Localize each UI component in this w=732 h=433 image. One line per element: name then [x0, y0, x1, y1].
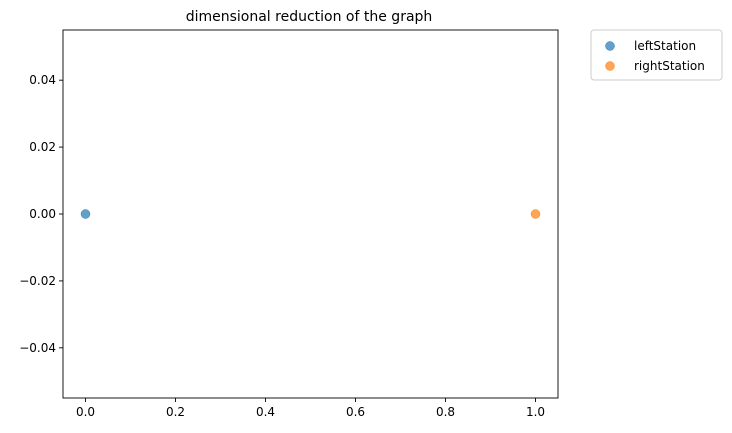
y-tick-label: −0.04 — [19, 341, 56, 355]
legend-box — [590, 29, 723, 81]
y-tick-label: −0.02 — [19, 274, 56, 288]
plot-area-frame — [62, 29, 559, 399]
x-tick-label: 0.2 — [166, 405, 185, 419]
legend-marker-leftStation — [605, 41, 615, 51]
x-tick-label: 0.4 — [256, 405, 275, 419]
legend-label: rightStation — [634, 59, 705, 73]
x-tick-label: 0.0 — [76, 405, 95, 419]
y-axis: −0.04 −0.02 0.00 0.02 0.04 — [19, 73, 63, 355]
y-tick-label: 0.00 — [29, 207, 56, 221]
y-tick-label: 0.04 — [29, 73, 56, 87]
data-point-leftStation — [80, 209, 91, 219]
x-tick-label: 0.6 — [346, 405, 365, 419]
chart-title: dimensional reduction of the graph — [186, 9, 433, 25]
legend-marker-rightStation — [605, 61, 615, 71]
x-tick-label: 0.8 — [436, 405, 455, 419]
x-axis: 0.0 0.2 0.4 0.6 0.8 1.0 — [76, 398, 545, 419]
legend: leftStation rightStation — [590, 29, 723, 81]
data-points — [80, 209, 541, 219]
x-tick-label: 1.0 — [526, 405, 545, 419]
y-tick-label: 0.02 — [29, 140, 56, 154]
legend-label: leftStation — [634, 39, 696, 53]
data-point-rightStation — [530, 209, 541, 219]
